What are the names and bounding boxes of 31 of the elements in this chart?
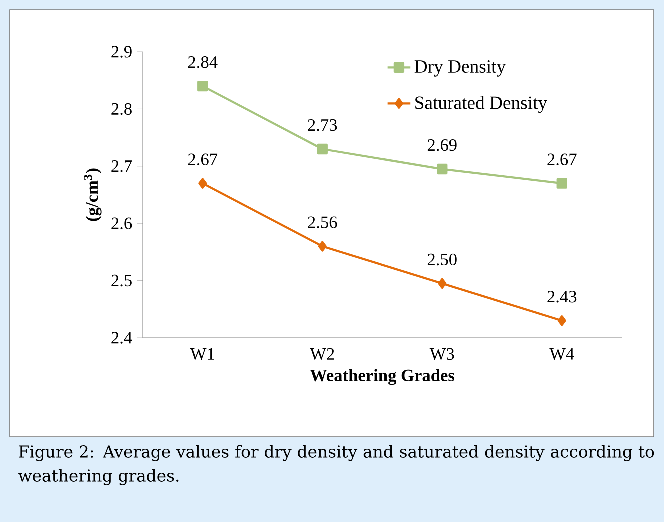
point [317,144,328,155]
x-tick-label: W3 [430,348,454,360]
point [437,164,448,175]
y-tick-label: 2.7 [112,160,132,172]
data-label: 2.73 [308,119,338,132]
point [198,178,208,189]
point [318,241,327,252]
x-axis-title: Weathering Grades [310,369,455,386]
y-tick-label: 2.9 [112,46,132,58]
point [558,316,566,326]
y-tick-label: 2.6 [112,218,132,230]
x-tick-label: W1 [190,348,214,360]
data-label: 2.67 [188,154,218,166]
y-axis-title: (g/cm$^{3}$) [84,168,102,222]
data-label: 2.43 [548,291,577,303]
data-label: 2.50 [428,254,457,266]
x-tick-label: W4 [550,348,574,360]
caption: Figure 2: Average values for dry density and saturated density according to weathering grades. [18,445,654,486]
point [198,80,208,92]
y-tick-label: 2.8 [112,103,132,116]
data-label: 2.56 [308,216,338,228]
legend-label: Saturated Density [416,96,548,114]
point [556,178,568,189]
x-tick-label: W2 [310,348,334,360]
data-label: 2.67 [548,154,577,166]
data-label: 2.84 [188,56,218,68]
data-label: 2.69 [428,139,457,152]
y-tick-label: 2.5 [112,274,132,287]
legend-label: Dry Density [414,60,506,77]
y-tick-label: 2.4 [112,332,132,344]
point [438,278,447,289]
